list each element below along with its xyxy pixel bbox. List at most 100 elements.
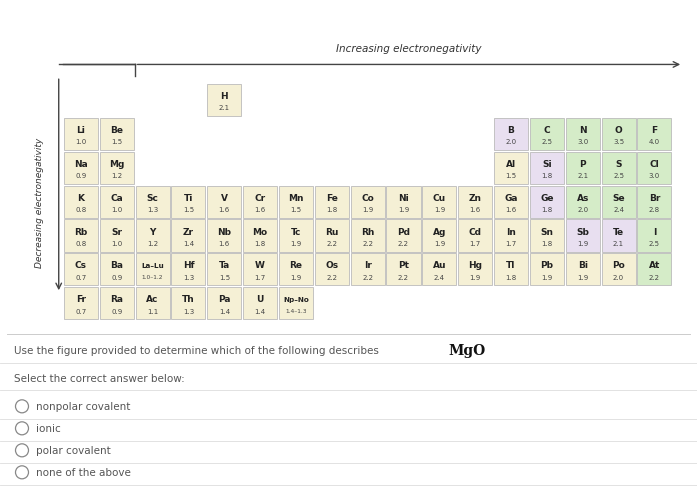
Text: 1.9: 1.9 [470,274,481,280]
Text: W: W [255,261,265,270]
Text: Fr: Fr [76,295,86,304]
Text: V: V [221,193,228,202]
Bar [602,119,636,151]
Text: Sb: Sb [576,227,589,236]
Text: Bi: Bi [578,261,588,270]
Bar [566,254,599,286]
Text: Be: Be [110,126,123,135]
Bar [64,254,98,286]
Text: 1.5: 1.5 [183,206,194,212]
Bar [386,220,420,252]
Bar [602,186,636,218]
Text: Na: Na [74,159,88,168]
Bar [458,220,492,252]
Bar [100,186,134,218]
Text: 1.6: 1.6 [219,206,230,212]
Text: Sc: Sc [146,193,158,202]
Text: 0.7: 0.7 [75,274,86,280]
Text: Rh: Rh [361,227,374,236]
Text: .: . [474,346,477,356]
Bar [422,186,457,218]
Bar [315,220,349,252]
Text: Hf: Hf [183,261,194,270]
Text: In: In [506,227,516,236]
Text: Decreasing electronegativity: Decreasing electronegativity [35,137,43,267]
Bar [136,186,169,218]
Text: 2.5: 2.5 [649,240,660,246]
Text: 1.8: 1.8 [542,240,553,246]
Text: 2.2: 2.2 [326,274,337,280]
Bar [602,220,636,252]
Text: Zr: Zr [183,227,194,236]
Text: 1.9: 1.9 [291,274,302,280]
Bar [458,254,492,286]
Text: 1.9: 1.9 [362,206,374,212]
Text: 1.5: 1.5 [291,206,302,212]
Bar [243,186,277,218]
Text: At: At [649,261,660,270]
Bar [207,254,241,286]
Text: Po: Po [612,261,625,270]
Text: Pt: Pt [398,261,409,270]
Text: Select the correct answer below:: Select the correct answer below: [14,374,185,384]
Text: 1.8: 1.8 [542,206,553,212]
Text: 1.7: 1.7 [505,240,516,246]
Text: nonpolar covalent: nonpolar covalent [36,401,130,411]
Text: U: U [256,295,264,304]
Text: Nb: Nb [217,227,231,236]
Bar [279,288,313,320]
Bar [207,85,241,117]
Bar [315,254,349,286]
Text: Hg: Hg [468,261,482,270]
Text: La–Lu: La–Lu [141,263,164,269]
Bar [171,288,206,320]
Text: Th: Th [182,295,195,304]
Text: I: I [652,227,656,236]
Text: O: O [615,126,622,135]
Bar [100,220,134,252]
Text: 1.4–1.3: 1.4–1.3 [285,309,307,314]
Text: 2.4: 2.4 [613,206,624,212]
Text: Br: Br [649,193,660,202]
Bar [100,119,134,151]
Bar [494,186,528,218]
Bar [530,119,564,151]
Text: ionic: ionic [36,423,61,433]
Text: Mo: Mo [252,227,268,236]
Text: B: B [507,126,514,135]
Bar [637,152,671,184]
Text: 1.8: 1.8 [505,274,516,280]
Text: Se: Se [612,193,625,202]
Text: 1.4: 1.4 [254,308,266,314]
Text: S: S [615,159,622,168]
Text: none of the above: none of the above [36,467,131,477]
Text: H: H [220,92,228,101]
Bar [136,220,169,252]
Text: 1.0–1.2: 1.0–1.2 [142,275,163,280]
Text: 0.7: 0.7 [75,308,86,314]
Bar [207,220,241,252]
Text: Ra: Ra [110,295,123,304]
Text: polar covalent: polar covalent [36,445,111,455]
Text: 1.5: 1.5 [219,274,230,280]
Bar [566,119,599,151]
Text: Rb: Rb [75,227,88,236]
Bar [243,220,277,252]
Bar [422,220,457,252]
Text: 1.7: 1.7 [470,240,481,246]
Text: 1.6: 1.6 [470,206,481,212]
Bar [637,119,671,151]
Text: F: F [651,126,657,135]
Text: 1.2: 1.2 [147,240,158,246]
Text: 0.9: 0.9 [75,173,86,179]
Text: Si: Si [542,159,552,168]
Text: 3.0: 3.0 [649,173,660,179]
Text: 1.4: 1.4 [219,308,230,314]
Text: K: K [77,193,84,202]
Text: Te: Te [613,227,624,236]
Text: 1.6: 1.6 [254,206,266,212]
Bar [64,119,98,151]
Bar [494,152,528,184]
Text: Cu: Cu [433,193,446,202]
Text: 1.5: 1.5 [112,139,123,145]
